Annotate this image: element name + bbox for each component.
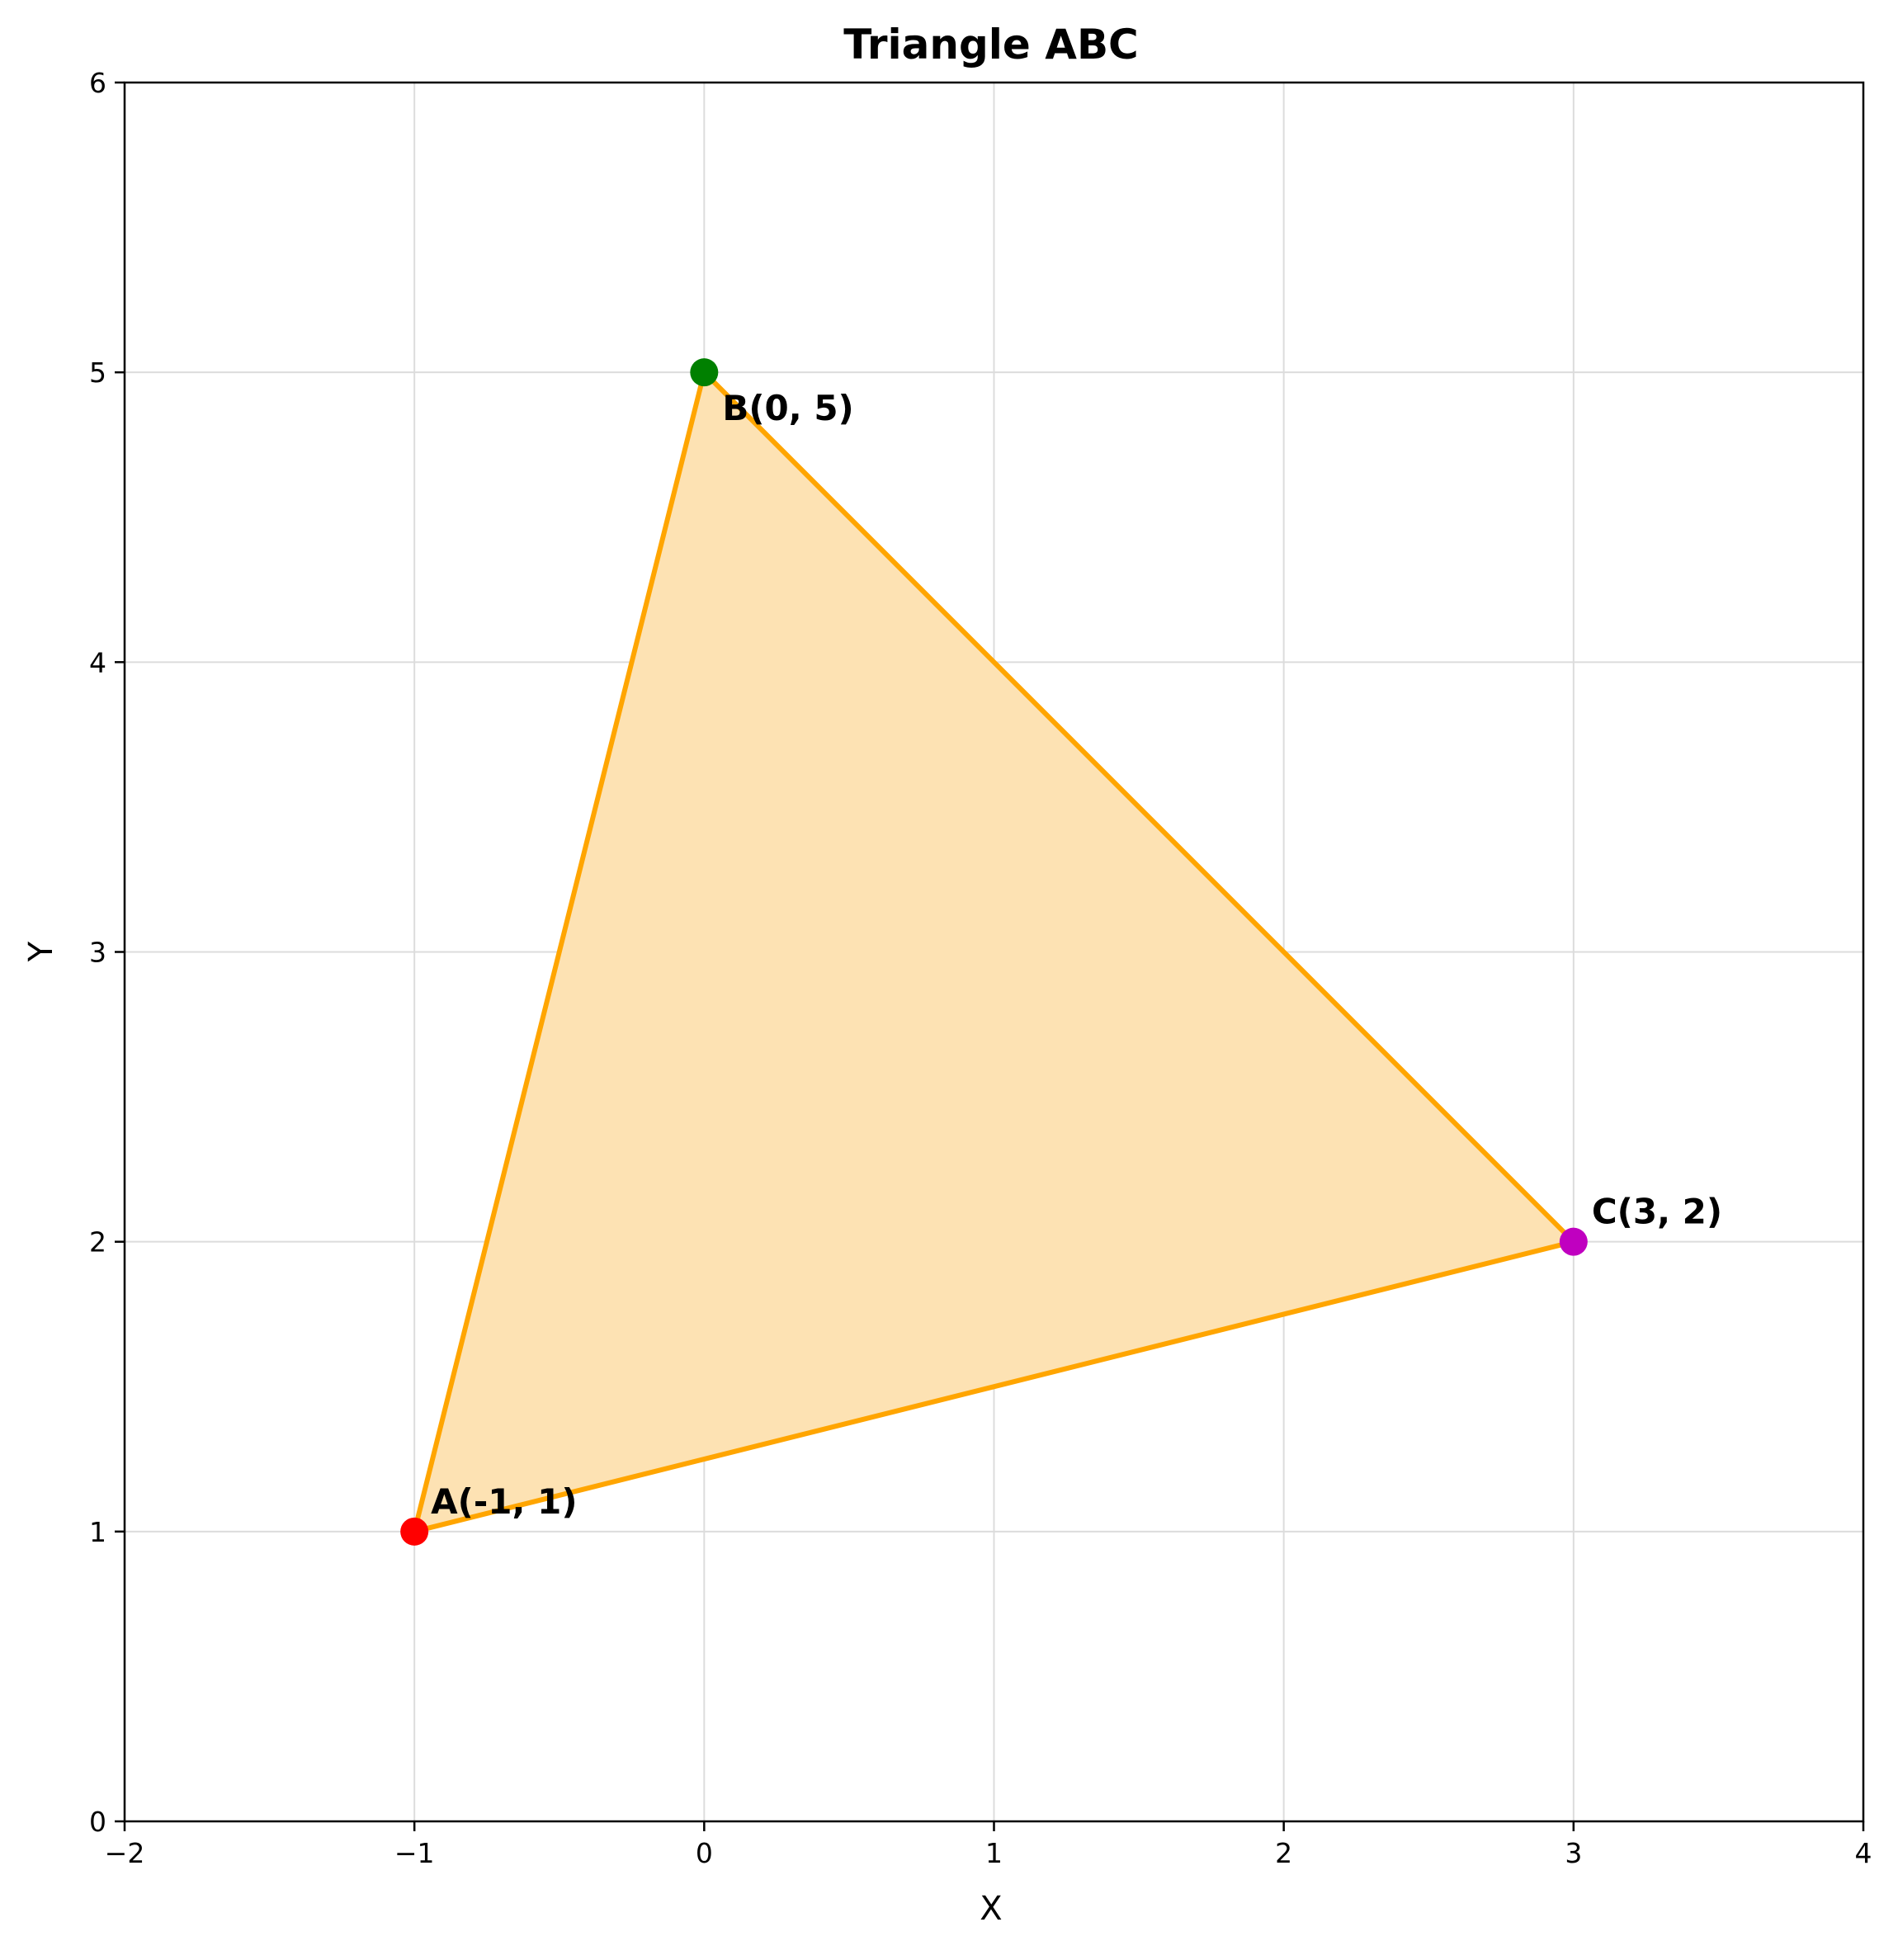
vertex-layer: [400, 358, 1588, 1546]
x-tick-label: −1: [394, 1837, 435, 1869]
triangle-fill: [414, 372, 1574, 1532]
vertex-point-a: [400, 1517, 429, 1546]
chart-title: Triangle ABC: [843, 21, 1139, 68]
x-tick-label: 0: [696, 1837, 713, 1869]
x-axis-label: X: [980, 1890, 1002, 1928]
triangle-layer: [412, 370, 1576, 1534]
y-tick-label: 1: [89, 1516, 106, 1548]
vertex-point-c: [1559, 1227, 1588, 1256]
triangle-edges: [412, 370, 1576, 1534]
vertex-label-b: B(0, 5): [722, 388, 853, 428]
vertex-label-a: A(-1, 1): [431, 1481, 577, 1522]
x-tick-label: 1: [985, 1837, 1003, 1869]
y-tick-label: 0: [89, 1806, 106, 1838]
vertex-point-b: [690, 358, 719, 387]
x-tick-label: 4: [1855, 1837, 1872, 1869]
x-tick-label: 3: [1565, 1837, 1582, 1869]
x-tick-label: −2: [105, 1837, 145, 1869]
vertex-label-c: C(3, 2): [1592, 1192, 1722, 1232]
y-tick-label: 3: [89, 937, 106, 969]
y-tick-label: 5: [89, 357, 106, 389]
vertex-label-layer: A(-1, 1) B(0, 5) C(3, 2): [431, 388, 1722, 1522]
y-tick-label: 2: [89, 1226, 106, 1259]
y-axis-label: Y: [22, 941, 60, 962]
tick-layer: −2 −1 0 1 2 3 4 0 1 2 3 4 5 6: [89, 67, 1872, 1869]
x-tick-label: 2: [1275, 1837, 1292, 1869]
y-tick-label: 4: [89, 646, 106, 678]
y-tick-label: 6: [89, 67, 106, 99]
